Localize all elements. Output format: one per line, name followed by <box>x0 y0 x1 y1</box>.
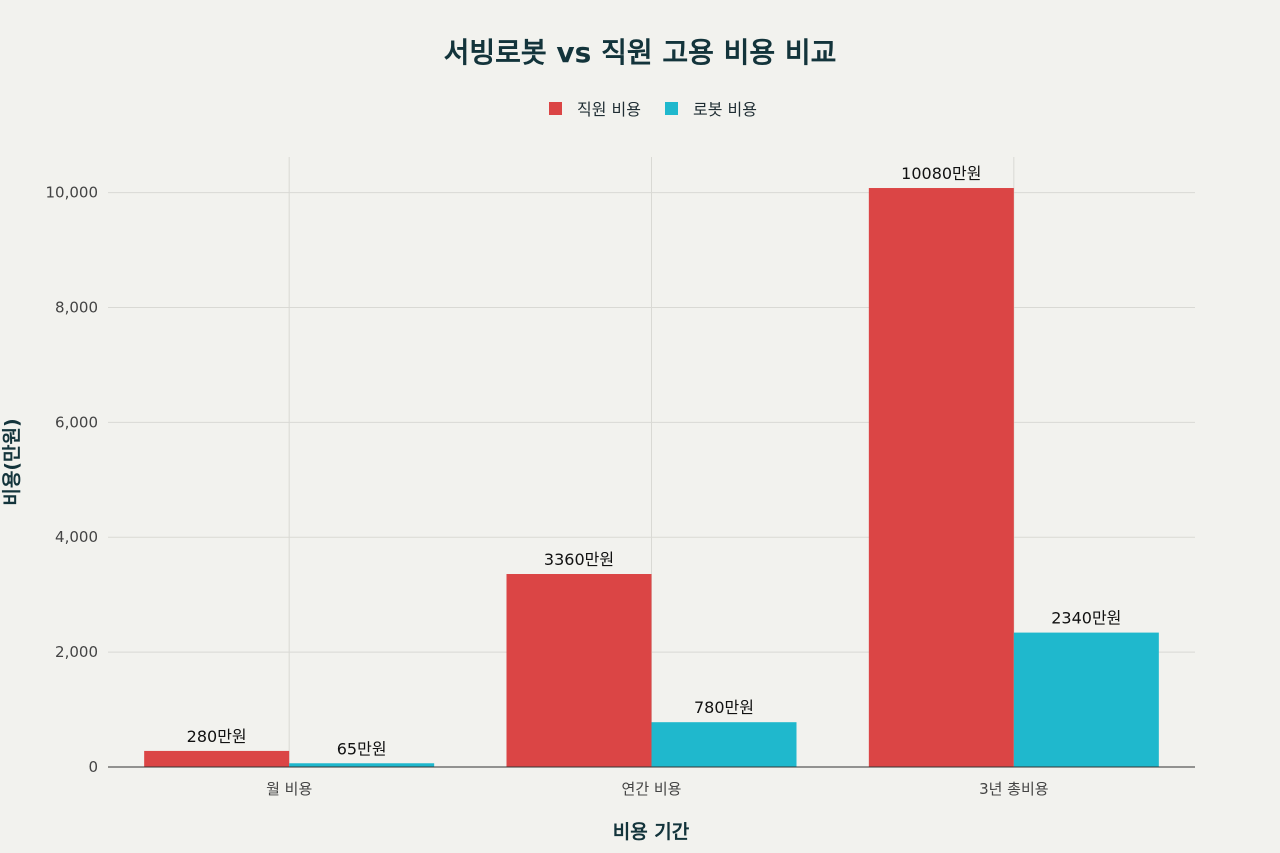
legend-swatch-staff <box>549 102 562 115</box>
legend-swatch-robot <box>665 102 678 115</box>
data-label: 780만원 <box>694 698 754 717</box>
y-tick-label: 6,000 <box>55 413 98 431</box>
bar-staff <box>144 750 290 767</box>
x-axis-title: 비용 기간 <box>613 821 690 843</box>
legend: 직원 비용 로봇 비용 <box>549 100 757 119</box>
data-label: 2340만원 <box>1051 609 1121 628</box>
y-tick-label: 2,000 <box>55 643 98 661</box>
bar-robot <box>1013 632 1159 767</box>
x-category-label: 연간 비용 <box>622 780 682 798</box>
data-labels: 280만원 65만원 3360만원 780만원 10080만원 2340만원 <box>187 164 1122 758</box>
legend-label-robot: 로봇 비용 <box>693 100 757 119</box>
bars <box>144 188 1159 767</box>
bar-robot <box>651 722 797 767</box>
y-tick-label: 10,000 <box>46 184 99 202</box>
y-axis-ticks: 0 2,000 4,000 6,000 8,000 10,000 <box>46 184 99 776</box>
y-tick-label: 4,000 <box>55 528 98 546</box>
gridlines <box>108 157 1195 767</box>
x-category-label: 월 비용 <box>266 780 312 798</box>
data-label: 65만원 <box>337 739 387 758</box>
bar-robot <box>289 763 435 767</box>
bar-staff <box>868 188 1014 767</box>
legend-label-staff: 직원 비용 <box>577 100 641 119</box>
chart-title: 서빙로봇 vs 직원 고용 비용 비교 <box>444 36 837 69</box>
data-label: 280만원 <box>187 727 247 746</box>
data-label: 3360만원 <box>544 550 614 569</box>
data-label: 10080만원 <box>901 164 981 183</box>
y-tick-label: 0 <box>88 758 98 776</box>
y-tick-label: 8,000 <box>55 298 98 316</box>
x-axis-categories: 월 비용 연간 비용 3년 총비용 <box>266 780 1049 798</box>
bar-staff <box>506 574 652 767</box>
x-category-label: 3년 총비용 <box>979 780 1049 798</box>
y-axis-title: 비용(만원) <box>1 418 23 505</box>
